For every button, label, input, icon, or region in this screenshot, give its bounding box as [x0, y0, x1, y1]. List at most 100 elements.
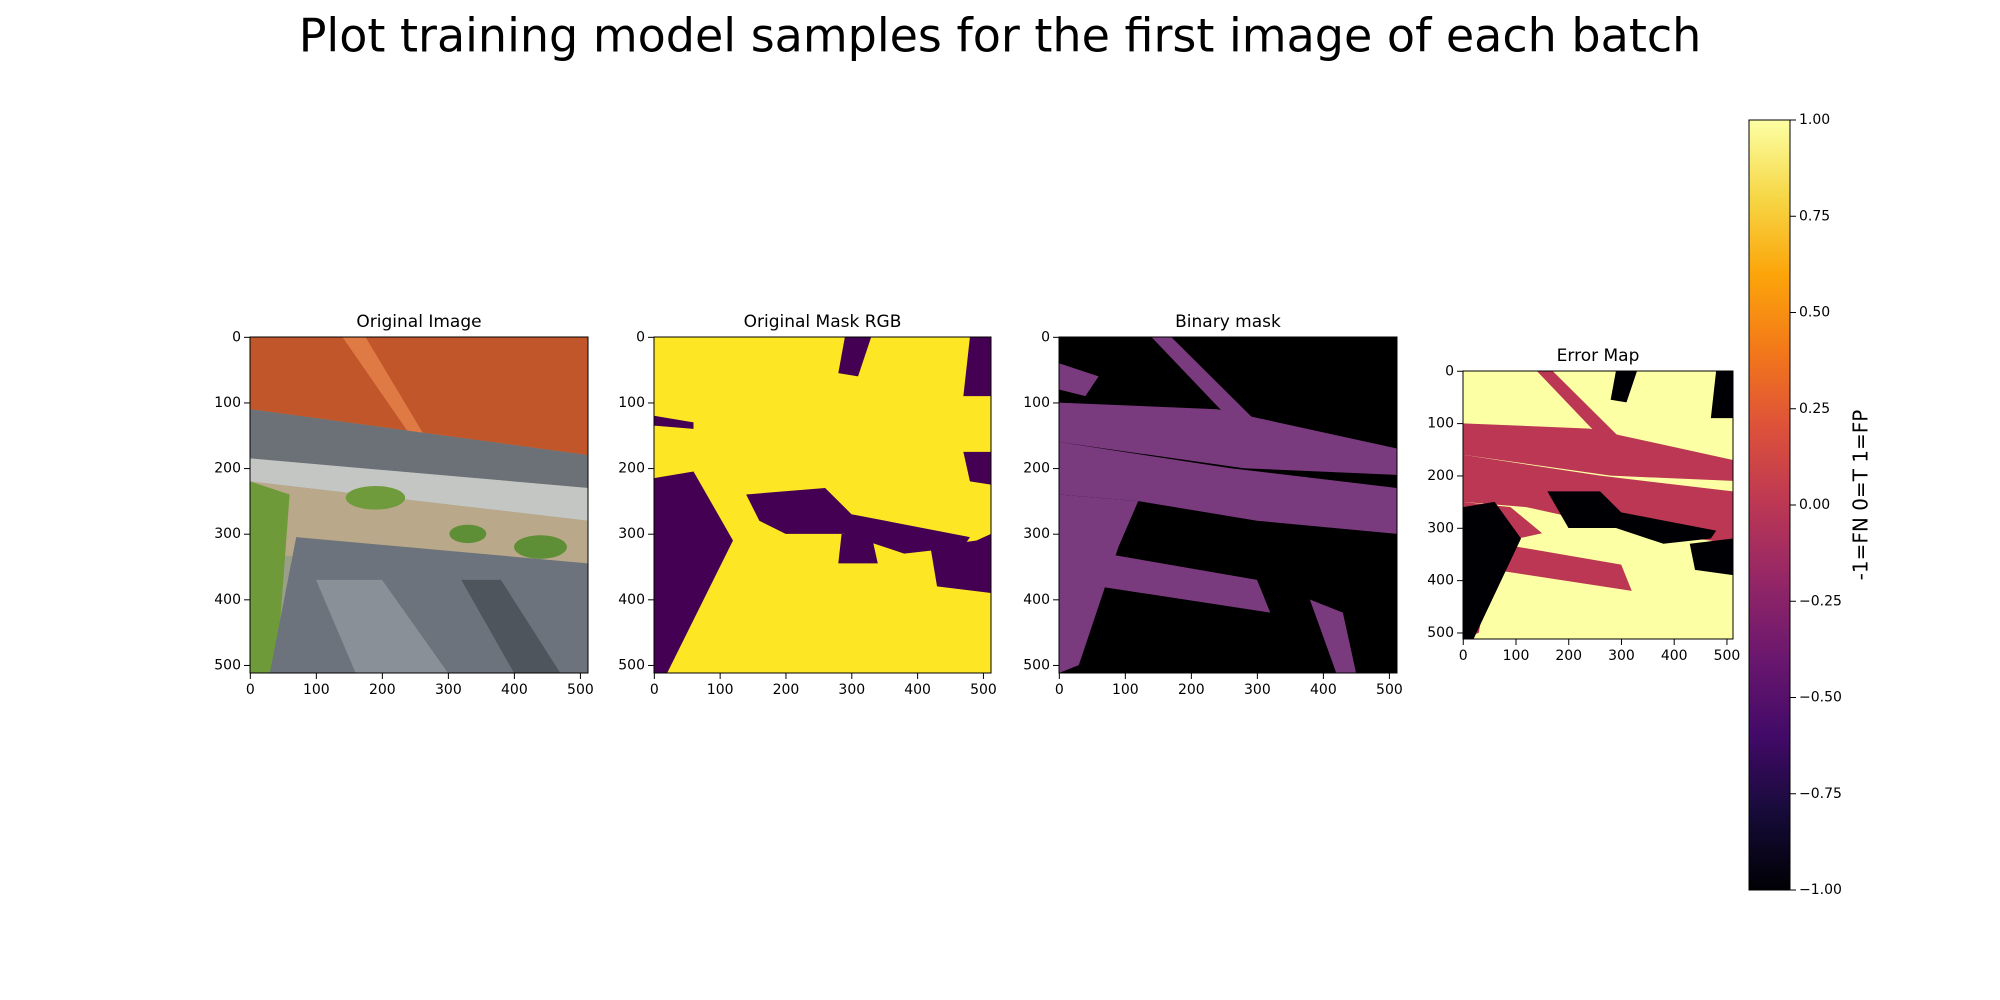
map-region — [1547, 491, 1717, 544]
axes-frame — [249, 336, 589, 674]
x-tick-label: 0 — [246, 682, 255, 698]
x-tick-label: 100 — [1503, 648, 1530, 664]
photo — [250, 337, 588, 673]
x-tick-label: 300 — [1608, 648, 1635, 664]
x-tick-label: 200 — [369, 682, 396, 698]
y-tick-label: 100 — [1023, 395, 1050, 411]
y-tick-label: 400 — [214, 592, 241, 608]
x-tick-label: 400 — [1310, 682, 1337, 698]
y-tick-label: 200 — [1427, 468, 1454, 484]
mask-region — [838, 337, 872, 377]
mask-region — [930, 533, 991, 593]
y-tick-label: 0 — [1445, 363, 1454, 379]
x-tick-label: 300 — [1244, 682, 1271, 698]
roof — [461, 579, 561, 673]
y-tick-label: 300 — [214, 526, 241, 542]
mask — [654, 337, 991, 673]
error-map — [1463, 371, 1733, 639]
x-tick-label: 200 — [1555, 648, 1582, 664]
roof — [250, 337, 588, 456]
axes-frame — [1462, 370, 1734, 640]
y-tick-label: 500 — [214, 657, 241, 673]
y-tick-label: 400 — [1427, 573, 1454, 589]
map-region — [1463, 501, 1522, 639]
x-tick-label: 500 — [1714, 648, 1741, 664]
map-region — [1536, 371, 1643, 471]
map-region — [1610, 371, 1638, 403]
y-tick-label: 200 — [1023, 461, 1050, 477]
subplot-title: Binary mask — [1175, 312, 1281, 332]
y-tick-label: 400 — [1023, 592, 1050, 608]
road — [250, 458, 588, 521]
colorbar-tick-label: 0.50 — [1799, 305, 1830, 321]
mask-region — [838, 533, 878, 564]
mask-region — [1059, 363, 1099, 397]
y-tick-label: 200 — [618, 461, 645, 477]
roof — [316, 579, 449, 673]
ridge — [342, 337, 429, 442]
subplot-title: Error Map — [1557, 346, 1640, 366]
subplot-title: Original Mask RGB — [744, 312, 902, 332]
x-tick-label: 0 — [1055, 682, 1064, 698]
colorbar-tick-label: 0.25 — [1799, 401, 1830, 417]
bush — [514, 535, 567, 559]
y-tick-label: 200 — [214, 461, 241, 477]
x-tick-label: 200 — [773, 682, 800, 698]
y-tick-label: 500 — [1023, 657, 1050, 673]
x-tick-label: 400 — [501, 682, 528, 698]
y-tick-label: 100 — [214, 395, 241, 411]
map-region — [1494, 543, 1632, 591]
y-tick-label: 0 — [1041, 329, 1050, 345]
mask-region — [654, 471, 733, 673]
x-tick-label: 500 — [970, 682, 997, 698]
bush — [449, 524, 487, 544]
colorbar-tick-label: −0.50 — [1799, 690, 1842, 706]
x-tick-label: 0 — [1459, 648, 1468, 664]
x-tick-label: 400 — [904, 682, 931, 698]
mask-region — [1309, 599, 1357, 673]
colorbar-tick-label: 0.00 — [1799, 497, 1830, 513]
y-tick-label: 0 — [636, 329, 645, 345]
mask-region — [654, 415, 694, 429]
bush — [345, 485, 406, 510]
x-tick-label: 100 — [1112, 682, 1139, 698]
y-tick-label: 500 — [1427, 625, 1454, 641]
x-tick-label: 500 — [1376, 682, 1403, 698]
colorbar-tick-label: 1.00 — [1799, 112, 1830, 128]
map-region — [1689, 538, 1733, 576]
y-tick-label: 0 — [232, 329, 241, 345]
x-tick-label: 200 — [1178, 682, 1205, 698]
figure-title: Plot training model samples for the firs… — [299, 9, 1702, 63]
colorbar-tick-label: −0.75 — [1799, 786, 1842, 802]
mask-region — [1059, 402, 1397, 475]
colorbar-gradient — [1749, 120, 1790, 890]
x-tick-label: 500 — [567, 682, 594, 698]
x-tick-label: 400 — [1661, 648, 1688, 664]
axes-frame — [653, 336, 992, 674]
mask-region — [746, 487, 970, 554]
y-tick-label: 500 — [618, 657, 645, 673]
mask-region — [1059, 442, 1397, 534]
subplot-title: Original Image — [356, 312, 481, 332]
map-region — [1710, 371, 1733, 419]
mask-region — [1059, 494, 1139, 673]
map-region — [1463, 423, 1733, 481]
x-tick-label: 300 — [435, 682, 462, 698]
colorbar-tick-label: −0.25 — [1799, 593, 1842, 609]
y-tick-label: 300 — [1023, 526, 1050, 542]
x-tick-label: 300 — [838, 682, 865, 698]
mask-region — [963, 337, 991, 397]
y-tick-label: 300 — [1427, 520, 1454, 536]
mask-region — [963, 451, 991, 485]
mask-region — [1151, 337, 1284, 462]
x-tick-label: 100 — [303, 682, 330, 698]
y-tick-label: 400 — [618, 592, 645, 608]
y-tick-label: 300 — [618, 526, 645, 542]
x-tick-label: 100 — [707, 682, 734, 698]
y-tick-label: 100 — [618, 395, 645, 411]
axes-frame — [1058, 336, 1398, 674]
x-tick-label: 0 — [650, 682, 659, 698]
colorbar-tick-label: 0.75 — [1799, 208, 1830, 224]
binary-mask — [1059, 337, 1397, 673]
